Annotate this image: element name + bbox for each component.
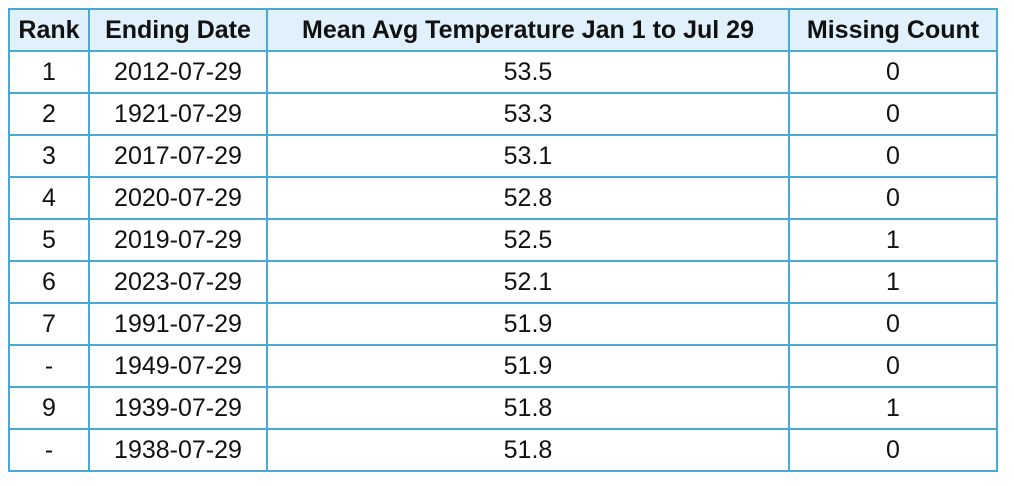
rank-cell: 9 — [8, 386, 90, 430]
temperature-cell: 53.3 — [266, 92, 790, 136]
missing-count-cell: 1 — [788, 386, 998, 430]
table-row: 3 2017-07-29 53.1 0 — [8, 134, 998, 178]
missing-count-cell: 0 — [788, 302, 998, 346]
table-row: 4 2020-07-29 52.8 0 — [8, 176, 998, 220]
ending-date-cell: 2020-07-29 — [88, 176, 268, 220]
temperature-cell: 52.1 — [266, 260, 790, 304]
ending-date-cell: 1991-07-29 — [88, 302, 268, 346]
temperature-cell: 53.5 — [266, 50, 790, 94]
temperature-cell: 51.8 — [266, 386, 790, 430]
temperature-cell: 51.8 — [266, 428, 790, 472]
ending-date-cell: 1921-07-29 — [88, 92, 268, 136]
rank-cell: 7 — [8, 302, 90, 346]
ending-date-cell: 2012-07-29 — [88, 50, 268, 94]
ending-date-cell: 1949-07-29 — [88, 344, 268, 388]
table-row: 2 1921-07-29 53.3 0 — [8, 92, 998, 136]
rank-cell: 4 — [8, 176, 90, 220]
table-row: 6 2023-07-29 52.1 1 — [8, 260, 998, 304]
ending-date-cell: 2023-07-29 — [88, 260, 268, 304]
missing-count-cell: 0 — [788, 428, 998, 472]
header-mean-avg-temperature[interactable]: Mean Avg Temperature Jan 1 to Jul 29 — [266, 8, 790, 52]
temperature-cell: 53.1 — [266, 134, 790, 178]
header-rank[interactable]: Rank — [8, 8, 90, 52]
rank-cell: 6 — [8, 260, 90, 304]
rank-cell: 3 — [8, 134, 90, 178]
missing-count-cell: 0 — [788, 344, 998, 388]
missing-count-cell: 0 — [788, 92, 998, 136]
missing-count-cell: 1 — [788, 218, 998, 262]
ending-date-cell: 1939-07-29 — [88, 386, 268, 430]
temperature-cell: 51.9 — [266, 302, 790, 346]
missing-count-cell: 0 — [788, 176, 998, 220]
rank-cell: 1 — [8, 50, 90, 94]
temperature-cell: 51.9 — [266, 344, 790, 388]
ending-date-cell: 1938-07-29 — [88, 428, 268, 472]
table-row: 7 1991-07-29 51.9 0 — [8, 302, 998, 346]
temperature-ranking-table: Rank Ending Date Mean Avg Temperature Ja… — [8, 8, 998, 472]
rank-cell: - — [8, 344, 90, 388]
missing-count-cell: 0 — [788, 50, 998, 94]
table-row: 5 2019-07-29 52.5 1 — [8, 218, 998, 262]
header-ending-date[interactable]: Ending Date — [88, 8, 268, 52]
rank-cell: - — [8, 428, 90, 472]
temperature-cell: 52.5 — [266, 218, 790, 262]
table-row: - 1949-07-29 51.9 0 — [8, 344, 998, 388]
missing-count-cell: 1 — [788, 260, 998, 304]
rank-cell: 2 — [8, 92, 90, 136]
header-row: Rank Ending Date Mean Avg Temperature Ja… — [8, 8, 998, 52]
table-row: 9 1939-07-29 51.8 1 — [8, 386, 998, 430]
table-row: - 1938-07-29 51.8 0 — [8, 428, 998, 472]
ranking-table-container: Rank Ending Date Mean Avg Temperature Ja… — [8, 8, 998, 472]
rank-cell: 5 — [8, 218, 90, 262]
ending-date-cell: 2017-07-29 — [88, 134, 268, 178]
header-missing-count[interactable]: Missing Count — [788, 8, 998, 52]
table-row: 1 2012-07-29 53.5 0 — [8, 50, 998, 94]
ending-date-cell: 2019-07-29 — [88, 218, 268, 262]
missing-count-cell: 0 — [788, 134, 998, 178]
temperature-cell: 52.8 — [266, 176, 790, 220]
